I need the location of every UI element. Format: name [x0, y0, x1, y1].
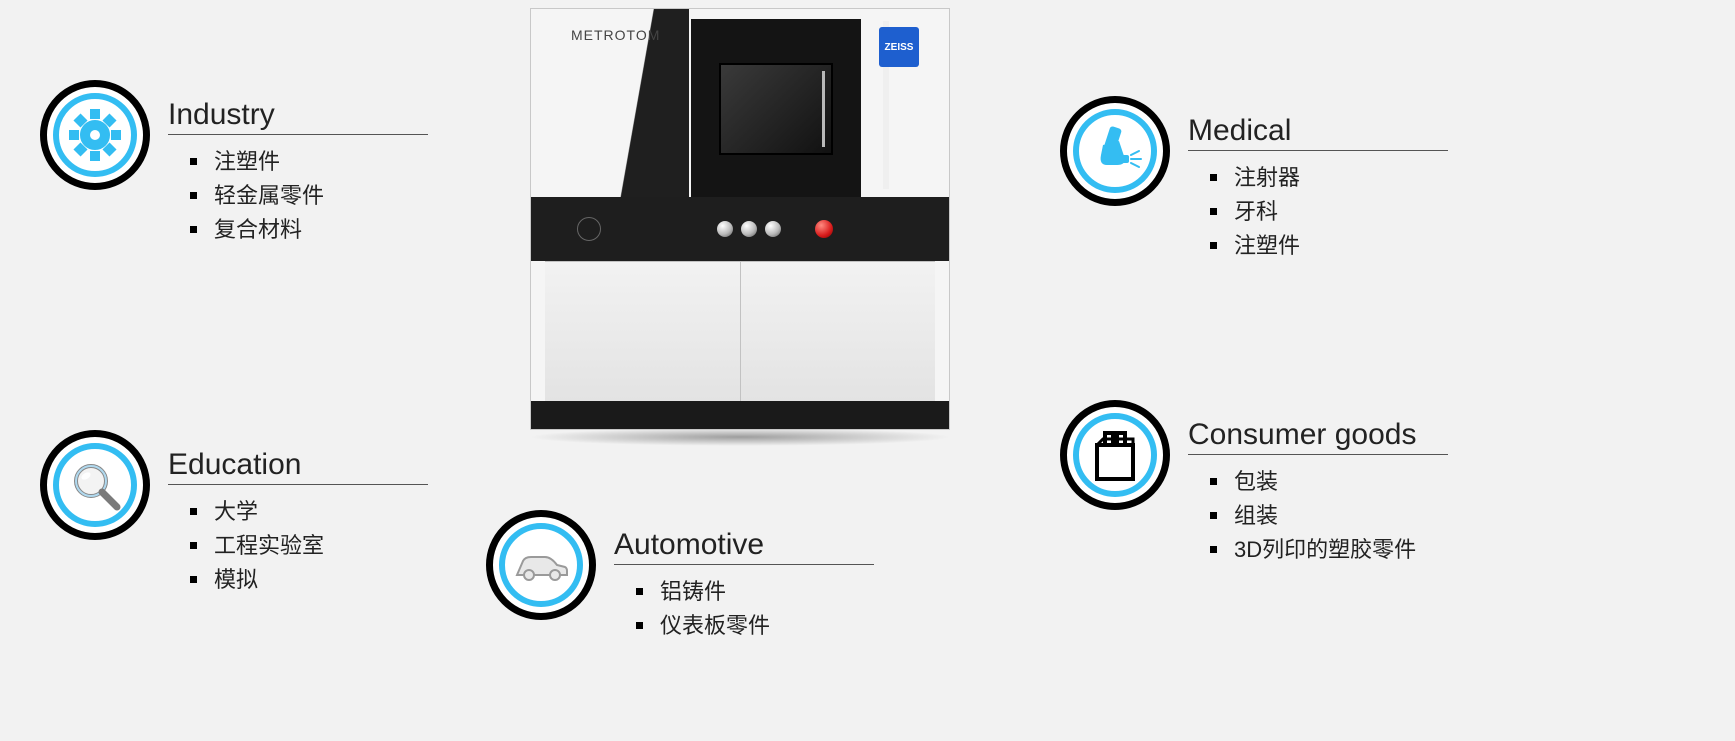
section-text: Medical 注射器牙科注塑件: [1188, 96, 1448, 263]
list-item: 注塑件: [190, 145, 428, 179]
section-title: Automotive: [614, 528, 874, 565]
section-consumer: Consumer goods 包装组装3D列印的塑胶零件: [1060, 400, 1448, 567]
list-item: 复合材料: [190, 213, 428, 247]
car-icon: [486, 510, 596, 620]
list-item: 3D列印的塑胶零件: [1210, 533, 1448, 567]
section-medical: Medical 注射器牙科注塑件: [1060, 96, 1448, 263]
product-machine: METROTOM ZEISS: [520, 0, 960, 440]
machine-label: METROTOM: [571, 27, 660, 43]
list-item: 大学: [190, 495, 428, 529]
brand-logo: ZEISS: [879, 27, 919, 67]
section-automotive: Automotive 铝铸件仪表板零件: [486, 510, 874, 643]
magnifier-icon: [40, 430, 150, 540]
inhaler-icon: [1060, 96, 1170, 206]
list-item: 牙科: [1210, 195, 1448, 229]
list-item: 注塑件: [1210, 229, 1448, 263]
list-item: 组装: [1210, 499, 1448, 533]
section-industry: Industry 注塑件轻金属零件复合材料: [40, 80, 428, 247]
bag-icon: [1060, 400, 1170, 510]
item-list: 包装组装3D列印的塑胶零件: [1188, 465, 1448, 567]
section-text: Education 大学工程实验室模拟: [168, 430, 428, 597]
list-item: 工程实验室: [190, 529, 428, 563]
section-title: Medical: [1188, 114, 1448, 151]
item-list: 注塑件轻金属零件复合材料: [168, 145, 428, 247]
list-item: 注射器: [1210, 161, 1448, 195]
list-item: 模拟: [190, 563, 428, 597]
section-text: Industry 注塑件轻金属零件复合材料: [168, 80, 428, 247]
section-text: Automotive 铝铸件仪表板零件: [614, 510, 874, 643]
section-title: Industry: [168, 98, 428, 135]
section-title: Consumer goods: [1188, 418, 1448, 455]
item-list: 注射器牙科注塑件: [1188, 161, 1448, 263]
gear-icon: [40, 80, 150, 190]
list-item: 包装: [1210, 465, 1448, 499]
list-item: 轻金属零件: [190, 179, 428, 213]
list-item: 铝铸件: [636, 575, 874, 609]
item-list: 大学工程实验室模拟: [168, 495, 428, 597]
list-item: 仪表板零件: [636, 609, 874, 643]
item-list: 铝铸件仪表板零件: [614, 575, 874, 643]
section-education: Education 大学工程实验室模拟: [40, 430, 428, 597]
section-text: Consumer goods 包装组装3D列印的塑胶零件: [1188, 400, 1448, 567]
section-title: Education: [168, 448, 428, 485]
